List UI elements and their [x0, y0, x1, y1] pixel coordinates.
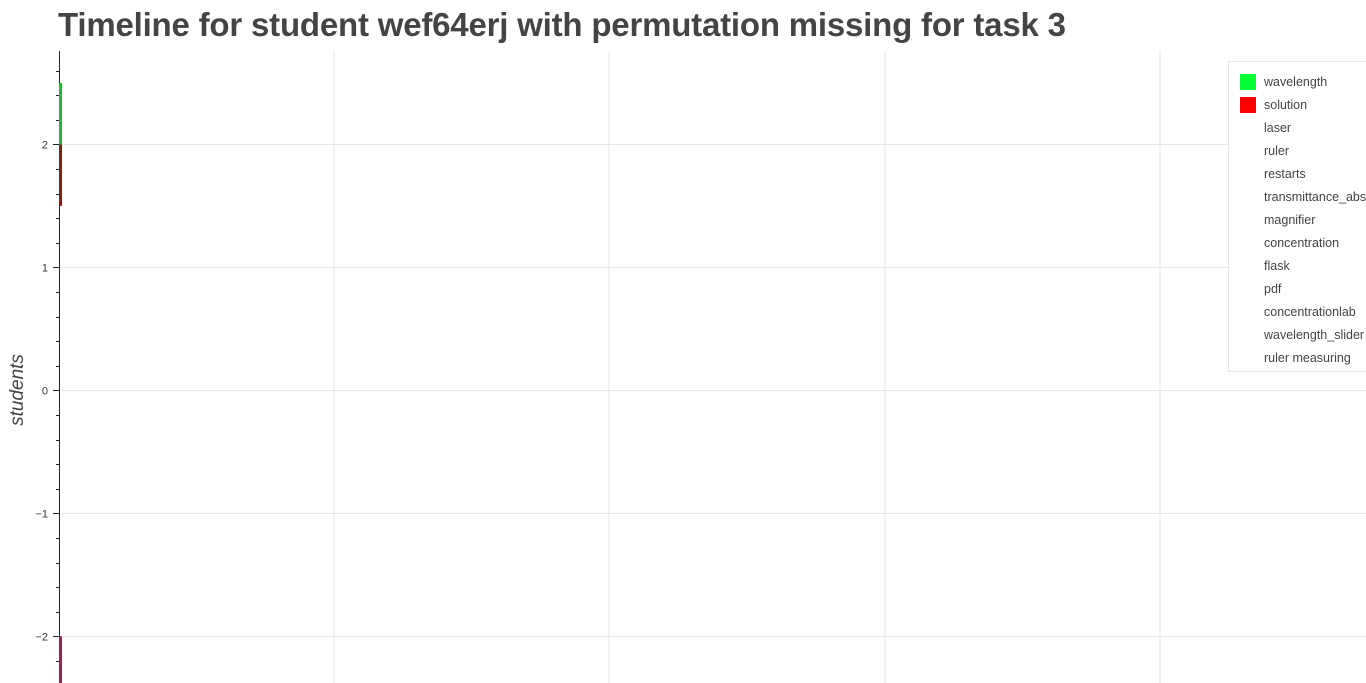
legend-swatch — [1240, 350, 1256, 366]
legend-label: laser — [1264, 120, 1292, 135]
legend-label: solution — [1264, 97, 1308, 112]
legend-swatch — [1240, 258, 1256, 274]
legend-swatch — [1240, 212, 1256, 228]
legend-swatch — [1240, 166, 1256, 182]
legend-item[interactable]: magnifier — [1240, 211, 1315, 228]
legend-item[interactable]: concentrationlab — [1240, 303, 1356, 320]
legend-label: ruler measuring — [1264, 350, 1351, 365]
y-tick-label: 0 — [42, 386, 48, 398]
legend[interactable]: wavelength solution laser ruler restarts tran… — [1228, 61, 1366, 372]
legend-label: magnifier — [1264, 212, 1316, 227]
legend-item[interactable]: ruler measuring — [1240, 349, 1351, 366]
legend-item[interactable]: ruler — [1240, 142, 1289, 159]
timeline-bar-solution — [59, 144, 62, 206]
legend-swatch — [1240, 304, 1256, 320]
y-tick-label: −1 — [35, 509, 48, 521]
legend-label: concentrationlab — [1264, 304, 1356, 319]
timeline-bar-dependent-variable — [59, 636, 62, 683]
timeline-bar-wavelength — [59, 82, 62, 145]
chart-title: Timeline for student wef64erj with permu… — [58, 6, 1066, 43]
legend-label: wavelength_slider — [1264, 327, 1365, 342]
legend-label: flask — [1264, 258, 1290, 273]
legend-swatch — [1240, 235, 1256, 251]
legend-item[interactable]: solution — [1240, 96, 1307, 113]
legend-label: pdf — [1264, 281, 1282, 296]
legend-swatch — [1240, 73, 1256, 90]
y-tick-label: −2 — [35, 632, 48, 644]
y-tick-label: 2 — [42, 140, 48, 152]
legend-item[interactable]: restarts — [1240, 165, 1306, 182]
legend-item[interactable]: laser — [1240, 119, 1291, 136]
legend-label: restarts — [1264, 166, 1306, 181]
legend-swatch — [1240, 327, 1256, 343]
legend-label: wavelength — [1264, 74, 1328, 89]
y-tick-label: 1 — [42, 263, 48, 275]
legend-label: ruler — [1264, 143, 1290, 158]
legend-item[interactable]: wavelength_slider — [1240, 326, 1364, 343]
legend-label: concentration — [1264, 235, 1340, 250]
legend-item[interactable]: flask — [1240, 257, 1290, 274]
legend-item[interactable]: pdf — [1240, 280, 1281, 297]
legend-swatch — [1240, 96, 1256, 113]
legend-item[interactable]: wavelength — [1240, 73, 1327, 90]
legend-swatch — [1240, 143, 1256, 159]
legend-label: transmittance_absorbance — [1264, 189, 1366, 204]
legend-swatch — [1240, 189, 1256, 205]
legend-swatch — [1240, 281, 1256, 297]
legend-item[interactable]: transmittance_absorbance — [1240, 188, 1366, 205]
legend-swatch — [1240, 120, 1256, 136]
legend-item[interactable]: concentration — [1240, 234, 1339, 251]
